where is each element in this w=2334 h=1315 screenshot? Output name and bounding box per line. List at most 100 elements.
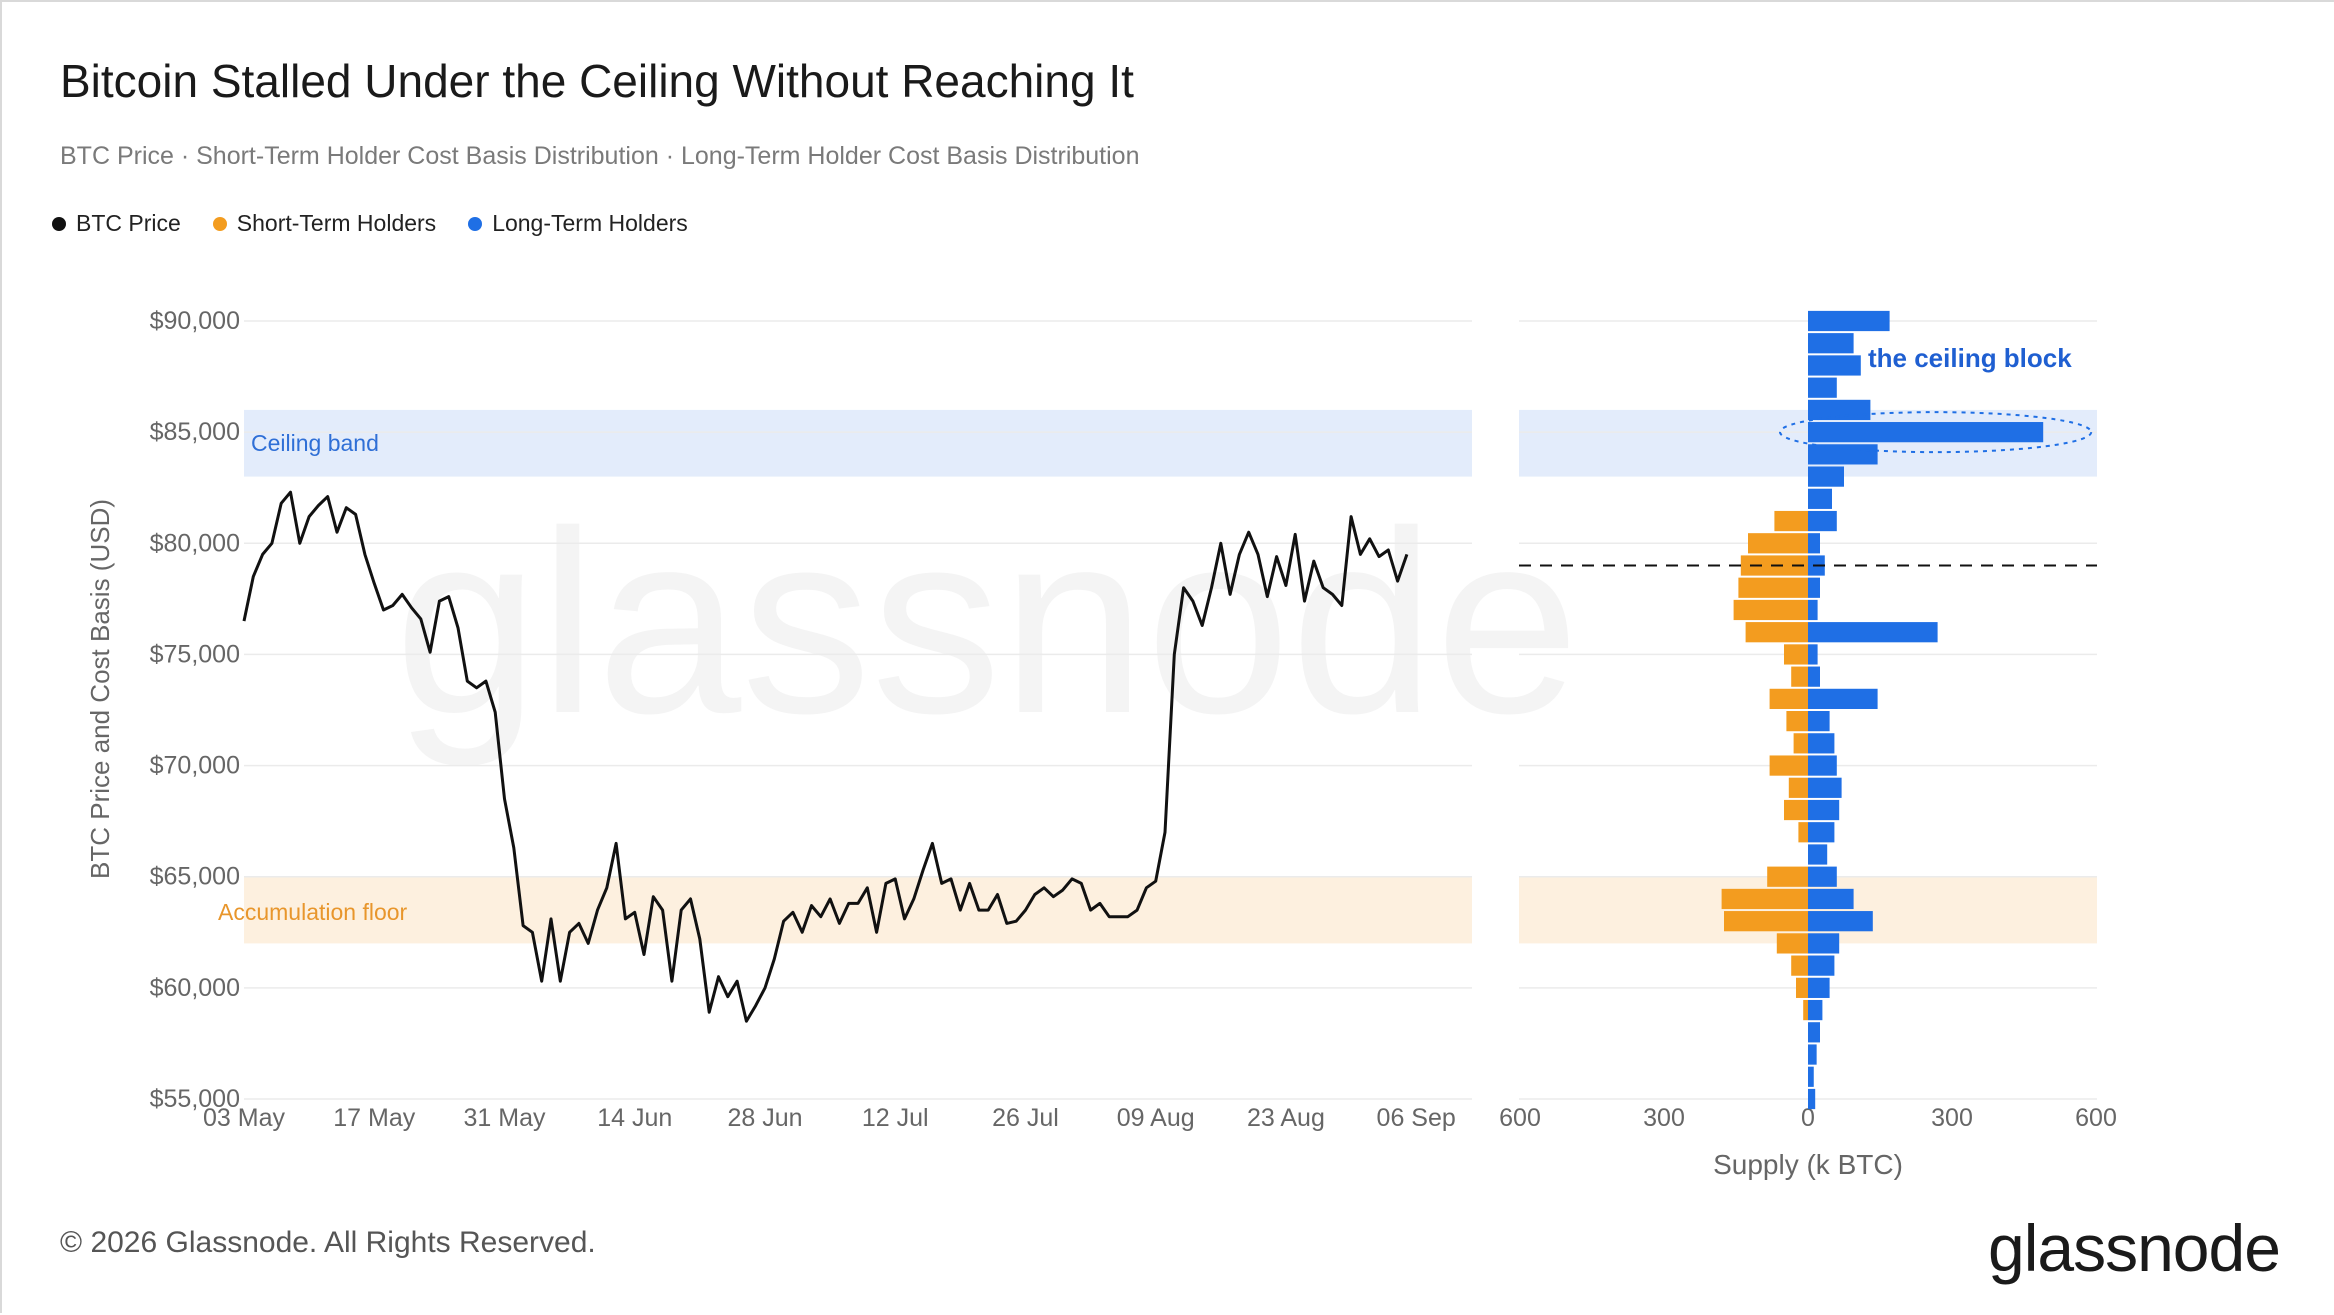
sth-bar[interactable] — [1769, 688, 1808, 709]
y-tick-label: $90,000 — [150, 307, 240, 335]
sth-bar[interactable] — [1776, 933, 1808, 954]
x-tick-label: 31 May — [463, 1104, 545, 1132]
lth-bar[interactable] — [1808, 866, 1837, 887]
sth-bar[interactable] — [1745, 622, 1808, 643]
sth-bar[interactable] — [1784, 644, 1808, 665]
x-axis-label-supply: Supply (k BTC) — [1713, 1149, 1903, 1180]
ceiling-band-region-distribution — [1519, 409, 2097, 477]
lth-bar[interactable] — [1808, 488, 1832, 509]
y-tick-label: $60,000 — [150, 974, 240, 1002]
y-tick-label: $65,000 — [150, 863, 240, 891]
ceiling-band-label: Ceiling band — [251, 430, 379, 456]
lth-bar[interactable] — [1808, 1088, 1816, 1110]
sth-bar[interactable] — [1748, 533, 1808, 554]
lth-bar[interactable] — [1808, 1066, 1814, 1087]
y-tick-label: $75,000 — [150, 640, 240, 668]
y-tick-label: $85,000 — [150, 418, 240, 446]
legend-label-short-term-holders: Short-Term Holders — [236, 210, 437, 236]
x-tick-label: 12 Jul — [862, 1104, 929, 1132]
y-tick-label: $80,000 — [150, 529, 240, 557]
supply-tick-label: 300 — [1931, 1104, 1973, 1132]
sth-bar[interactable] — [1791, 955, 1808, 976]
ceiling-band-region — [244, 409, 1472, 477]
x-tick-label: 06 Sep — [1377, 1104, 1456, 1132]
watermark: glassnode — [394, 478, 1579, 769]
sth-bar[interactable] — [1798, 822, 1808, 843]
lth-bar[interactable] — [1808, 933, 1840, 954]
accumulation-floor-region — [244, 876, 1472, 944]
legend-item-btc-price[interactable]: BTC Price — [52, 210, 181, 237]
lth-bar[interactable] — [1808, 999, 1823, 1021]
sth-bar[interactable] — [1733, 599, 1808, 621]
legend-item-long-term-holders[interactable]: Long-Term Holders — [468, 210, 688, 237]
legend-item-short-term-holders[interactable]: Short-Term Holders — [212, 210, 437, 237]
lth-bar[interactable] — [1808, 1044, 1817, 1065]
x-tick-label: 09 Aug — [1117, 1104, 1195, 1132]
sth-bar[interactable] — [1784, 799, 1808, 821]
lth-bar[interactable] — [1808, 466, 1844, 487]
lth-bar[interactable] — [1808, 666, 1820, 687]
supply-tick-label: 600 — [1499, 1104, 1541, 1132]
sth-bar[interactable] — [1796, 977, 1808, 998]
sth-bar[interactable] — [1724, 911, 1808, 932]
chart-title: Bitcoin Stalled Under the Ceiling Withou… — [60, 55, 1134, 107]
legend-dot-btc-price — [52, 216, 66, 231]
lth-bar[interactable] — [1808, 577, 1820, 598]
x-tick-label: 03 May — [203, 1104, 285, 1132]
lth-bar[interactable] — [1808, 310, 1890, 332]
lth-bar[interactable] — [1808, 1022, 1820, 1043]
lth-bar[interactable] — [1808, 377, 1837, 398]
lth-bar[interactable] — [1808, 599, 1818, 621]
lth-bar[interactable] — [1808, 777, 1842, 798]
lth-bar[interactable] — [1808, 711, 1830, 732]
x-tick-label: 14 Jun — [597, 1104, 672, 1132]
sth-bar[interactable] — [1769, 755, 1808, 776]
accumulation-floor-region-distribution — [1519, 876, 2097, 944]
legend-label-btc-price: BTC Price — [76, 210, 181, 236]
lth-bar[interactable] — [1808, 533, 1820, 554]
y-tick-label: $70,000 — [150, 752, 240, 780]
lth-bar[interactable] — [1808, 688, 1878, 709]
sth-bar[interactable] — [1767, 866, 1808, 887]
lth-bar[interactable] — [1808, 911, 1873, 932]
lth-bar[interactable] — [1808, 977, 1830, 998]
sth-bar[interactable] — [1803, 999, 1808, 1021]
copyright-text: © 2026 Glassnode. All Rights Reserved. — [60, 1226, 596, 1259]
sth-bar[interactable] — [1791, 666, 1808, 687]
legend: BTC Price Short-Term Holders Long-Term H… — [52, 210, 688, 237]
lth-bar[interactable] — [1808, 355, 1861, 376]
lth-bar[interactable] — [1808, 622, 1938, 643]
sth-bar[interactable] — [1738, 577, 1808, 598]
lth-bar[interactable] — [1808, 644, 1818, 665]
supply-tick-label: 0 — [1801, 1104, 1815, 1132]
lth-bar[interactable] — [1808, 755, 1837, 776]
btc-price-line[interactable] — [242, 490, 1409, 1023]
x-axis: 03 May 17 May 31 May 14 Jun 28 Jun 12 Jul 26 J… — [203, 1104, 2117, 1132]
lth-bar[interactable] — [1808, 888, 1854, 910]
ceiling-block-highlight — [1779, 411, 2093, 454]
lth-bar[interactable] — [1808, 822, 1835, 843]
x-tick-label: 23 Aug — [1247, 1104, 1325, 1132]
sth-bar[interactable] — [1786, 711, 1808, 732]
x-tick-label: 17 May — [333, 1104, 415, 1132]
sth-bar[interactable] — [1774, 510, 1808, 532]
lth-bar[interactable] — [1808, 444, 1878, 465]
sth-bar[interactable] — [1788, 777, 1808, 798]
sth-bar[interactable] — [1721, 888, 1808, 910]
y-axis: $55,000 $60,000 $65,000 $70,000 $75,000 $80,0… — [150, 307, 240, 1113]
lth-bar[interactable] — [1808, 733, 1835, 754]
lth-bar[interactable] — [1808, 510, 1837, 532]
legend-dot-short-term-holders — [212, 216, 227, 231]
lth-bar[interactable] — [1808, 799, 1840, 821]
lth-bar[interactable] — [1808, 844, 1828, 865]
accumulation-floor-label: Accumulation floor — [218, 899, 408, 925]
lth-bar[interactable] — [1808, 955, 1835, 976]
sth-bar[interactable] — [1793, 733, 1808, 754]
bars-layer — [1721, 310, 2044, 1110]
lth-bar[interactable] — [1808, 333, 1854, 354]
lth-bar[interactable] — [1808, 422, 2044, 443]
brand-logo[interactable]: glassnode — [1988, 1211, 2281, 1285]
x-tick-label: 26 Jul — [992, 1104, 1059, 1132]
